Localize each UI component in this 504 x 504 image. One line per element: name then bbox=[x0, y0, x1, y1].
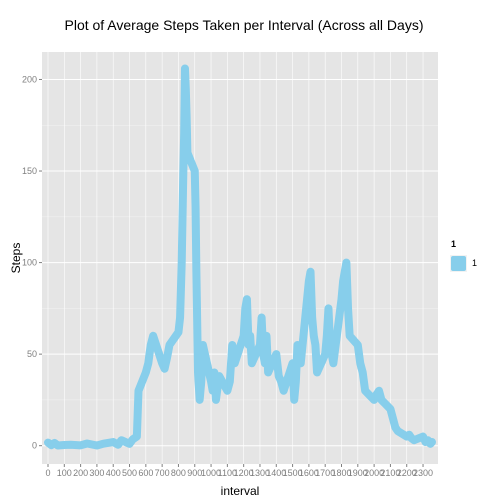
x-tick-label: 1600 bbox=[299, 468, 319, 478]
x-tick-label: 1700 bbox=[315, 468, 335, 478]
y-tick-label: 100 bbox=[22, 258, 37, 268]
x-axis-ticks: 0 100 200 300 400 500 600 700 800 900100011001200… bbox=[45, 464, 433, 478]
x-tick-label: 1900 bbox=[348, 468, 368, 478]
y-tick-label: 150 bbox=[22, 166, 37, 176]
series-line bbox=[44, 64, 436, 450]
x-tick-label: 2000 bbox=[364, 468, 384, 478]
x-tick-label: 300 bbox=[89, 468, 104, 478]
y-tick-label: 0 bbox=[32, 441, 37, 451]
x-tick-label: 1500 bbox=[283, 468, 303, 478]
legend-title: 1 bbox=[451, 239, 456, 249]
x-tick-label: 700 bbox=[155, 468, 170, 478]
x-tick-label: 1100 bbox=[218, 468, 237, 478]
x-tick-label: 0 bbox=[45, 468, 50, 478]
grid-major bbox=[42, 52, 438, 464]
y-tick-label: 200 bbox=[22, 74, 37, 84]
x-tick-label: 900 bbox=[187, 468, 202, 478]
legend-label: 1 bbox=[472, 258, 477, 268]
y-tick-label: 50 bbox=[27, 349, 37, 359]
x-tick-label: 2300 bbox=[413, 468, 433, 478]
legend-swatch bbox=[451, 256, 466, 271]
x-tick-label: 1200 bbox=[234, 468, 254, 478]
x-tick-label: 400 bbox=[106, 468, 121, 478]
series-group bbox=[44, 64, 436, 450]
y-axis-ticks: 0 50 100 150 200 bbox=[22, 74, 42, 451]
x-axis-title: interval bbox=[221, 484, 260, 498]
x-tick-label: 100 bbox=[57, 468, 72, 478]
x-tick-label: 200 bbox=[73, 468, 88, 478]
x-tick-label: 500 bbox=[122, 468, 137, 478]
legend: 1 1 bbox=[450, 239, 477, 272]
x-tick-label: 2100 bbox=[380, 468, 400, 478]
x-tick-label: 1300 bbox=[250, 468, 270, 478]
x-tick-label: 2200 bbox=[397, 468, 417, 478]
x-tick-label: 600 bbox=[138, 468, 153, 478]
x-tick-label: 800 bbox=[171, 468, 186, 478]
x-tick-label: 1800 bbox=[331, 468, 351, 478]
x-tick-label: 1000 bbox=[201, 468, 221, 478]
y-axis-title: Steps bbox=[9, 243, 23, 274]
chart-title: Plot of Average Steps Taken per Interval… bbox=[65, 17, 424, 33]
x-tick-label: 1400 bbox=[266, 468, 286, 478]
